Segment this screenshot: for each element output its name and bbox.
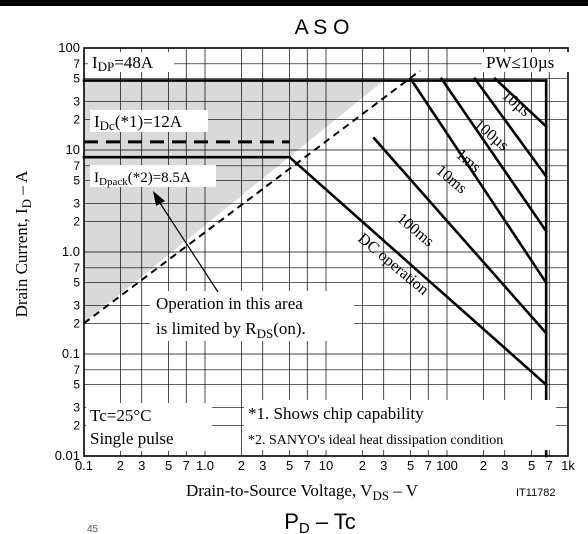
soa-curve-100ms xyxy=(372,136,548,336)
x-tick-label: 3 xyxy=(138,458,145,473)
y-tick-label: 3 xyxy=(73,196,80,210)
x-tick-label: 5 xyxy=(407,458,414,473)
y-tick-label: 3 xyxy=(73,94,80,108)
soa-curve-10ms xyxy=(408,76,548,285)
plot-frame xyxy=(83,47,569,457)
x-tick-label: 5 xyxy=(286,458,293,473)
x-tick-label: 1k xyxy=(561,458,575,473)
y-tick-label: 10 xyxy=(66,142,80,157)
chart-title: A S O xyxy=(295,16,350,39)
y-tick-label: 7 xyxy=(73,57,80,71)
op-area-label-bg xyxy=(150,291,354,341)
y-axis-title: Drain Current, ID – A xyxy=(12,170,34,318)
idpack-label-bg xyxy=(90,165,216,187)
y-tick-label: 5 xyxy=(73,276,80,290)
single-pulse-label: Single pulse xyxy=(90,429,174,448)
y-tick-label: 2 xyxy=(73,418,80,432)
label-100ms: 100ms xyxy=(393,210,437,250)
x-tick-label: 3 xyxy=(259,458,266,473)
x-tick-label: 10 xyxy=(319,458,333,473)
page-fragment: 45 xyxy=(87,524,99,534)
x-tick-label: 5 xyxy=(165,458,172,473)
x-tick-label: 2 xyxy=(238,458,245,473)
idp-label: IDP=48A xyxy=(92,53,154,74)
x-tick-label: 2 xyxy=(117,458,124,473)
rds-on-limit-line xyxy=(83,69,421,325)
curve-labels: 10µs 100µs 1ms 10ms 100ms DC operation xyxy=(354,87,533,299)
y-tick-label: 0.01 xyxy=(55,448,80,463)
figure-id: IT11782 xyxy=(516,487,556,499)
label-10us: 10µs xyxy=(498,87,533,120)
x-tick-label: 7 xyxy=(546,458,553,473)
y-tick-label: 5 xyxy=(73,72,80,86)
label-backgrounds xyxy=(86,52,570,451)
x-tick-label: 7 xyxy=(183,458,190,473)
soa-curve-100s xyxy=(473,76,548,179)
y-tick-label: 1.0 xyxy=(62,244,80,259)
top-rule xyxy=(0,0,588,6)
x-tick-label: 2 xyxy=(480,458,487,473)
tc-label: Tc=25°C xyxy=(90,406,151,425)
x-tick-label: 7 xyxy=(304,458,311,473)
op-area-arrow-line xyxy=(157,199,219,293)
y-tick-label: 2 xyxy=(73,316,80,330)
x-axis-title: Drain-to-Source Voltage, VDS – V xyxy=(186,481,419,503)
tick-label-layer: 0.1 2 3 5 7 1.0 2 3 5 7 10 2 3 5 7 100 2 3 5 7 1k10075321075… xyxy=(55,40,576,473)
idpack-label: IDpack(*2)=8.5A xyxy=(94,170,191,188)
y-tick-label: 5 xyxy=(73,378,80,392)
soa-curve-1ms xyxy=(439,76,548,233)
x-tick-label: 3 xyxy=(380,458,387,473)
series-layer xyxy=(82,69,549,458)
annotations: IDP=48A PW≤10µs IDc(*1)=12A IDpack(*2)=8… xyxy=(90,53,554,448)
pw-label: PW≤10µs xyxy=(486,53,554,72)
idc-label: IDc(*1)=12A xyxy=(94,112,183,133)
x-tick-label: 0.1 xyxy=(75,458,93,473)
x-tick-label: 5 xyxy=(528,458,535,473)
soa-curve-dcoperation xyxy=(287,155,548,387)
x-tick-label: 100 xyxy=(436,458,458,473)
x-tick-label: 7 xyxy=(425,458,432,473)
idc-label-bg xyxy=(90,110,208,132)
y-tick-label: 2 xyxy=(73,112,80,126)
tc-label-bg xyxy=(86,403,212,451)
op-area-arrow-head xyxy=(153,191,165,206)
soa-curve-10s xyxy=(493,76,549,129)
pw-label-bg xyxy=(482,52,570,72)
next-section-title: PD – Tc xyxy=(284,509,356,534)
x-tick-label: 2 xyxy=(359,458,366,473)
y-tick-label: 7 xyxy=(73,261,80,275)
note-2: *2. SANYO's ideal heat dissipation condi… xyxy=(248,433,503,448)
y-tick-label: 3 xyxy=(73,400,80,414)
op-area-label-line1: Operation in this area xyxy=(156,294,303,313)
y-tick-label: 5 xyxy=(73,174,80,188)
x-tick-label: 3 xyxy=(501,458,508,473)
note-1: *1. Shows chip capability xyxy=(248,404,424,423)
y-tick-label: 0.1 xyxy=(62,346,80,361)
y-tick-label: 7 xyxy=(73,363,80,377)
y-tick-label: 7 xyxy=(73,159,80,173)
notes-bg xyxy=(244,400,556,450)
x-tick-label: 1.0 xyxy=(196,458,214,473)
y-tick-label: 3 xyxy=(73,298,80,312)
idp-label-bg xyxy=(88,52,174,72)
y-tick-label: 2 xyxy=(73,214,80,228)
y-tick-label: 100 xyxy=(58,40,80,55)
op-area-label-line2: is limited by RDS(on). xyxy=(156,319,306,341)
